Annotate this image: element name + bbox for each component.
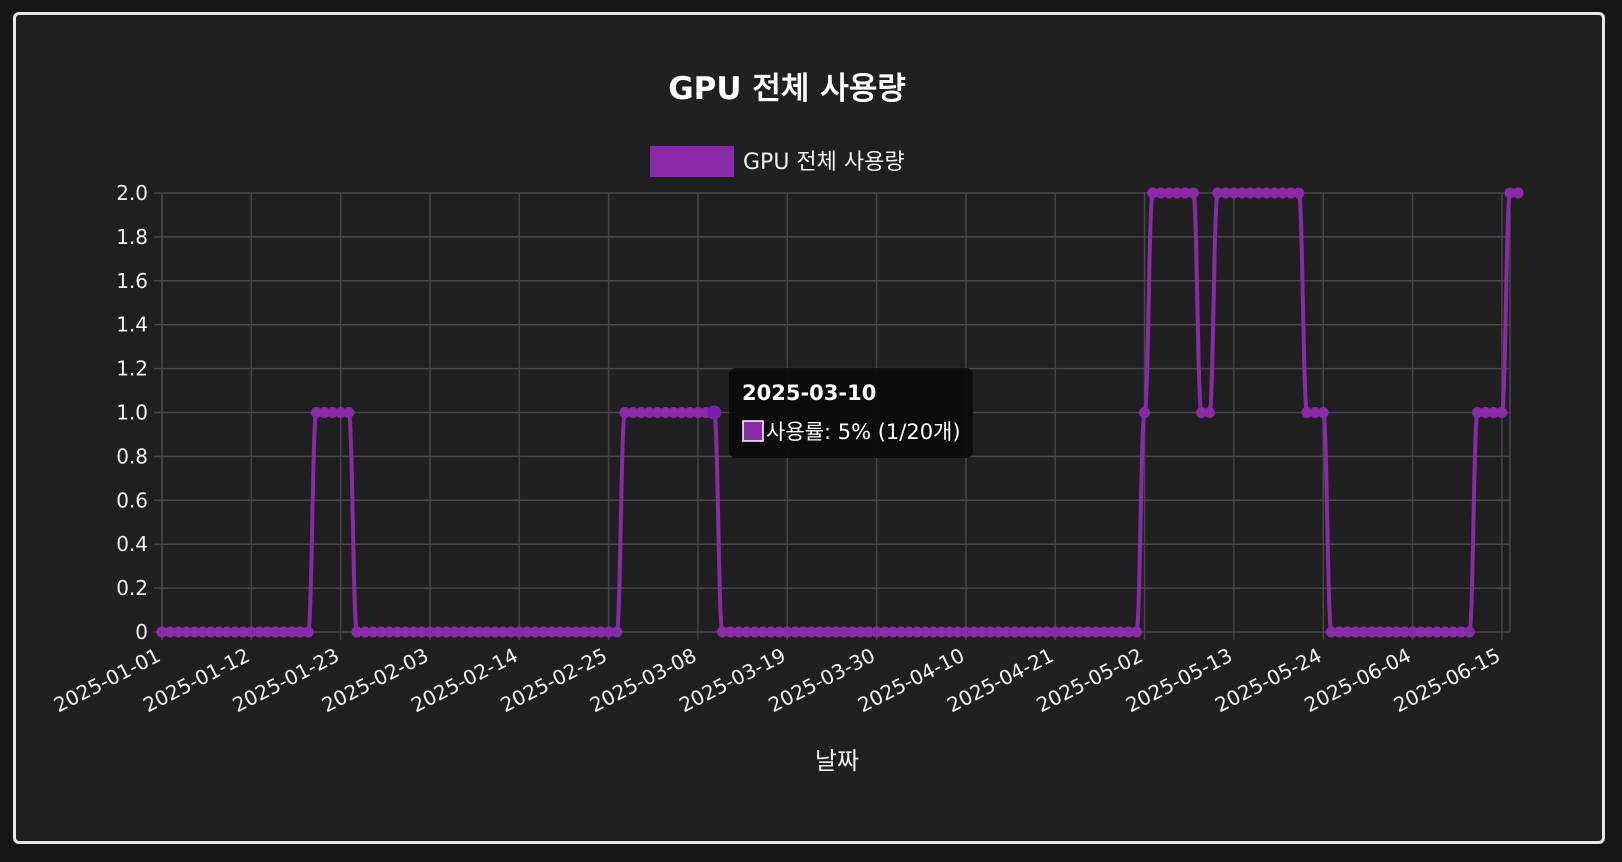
y-tick-label: 0.4 <box>116 532 148 556</box>
chart-canvas: GPU 전체 사용량 GPU 전체 사용량 0 0.2 0.4 0.6 0.8 1.0 1.… <box>16 15 1602 841</box>
tooltip: 2025-03-10 사용률: 5% (1/20개) <box>729 368 973 458</box>
y-tick-label: 0.6 <box>116 488 148 512</box>
data-point[interactable] <box>1496 407 1507 418</box>
chart-title: GPU 전체 사용량 <box>668 71 906 107</box>
x-axis-title: 날짜 <box>815 747 859 775</box>
y-tick-label: 1.0 <box>116 401 148 425</box>
data-point[interactable] <box>707 406 721 420</box>
y-tick-label: 1.8 <box>116 225 148 249</box>
data-point[interactable] <box>1188 188 1199 199</box>
legend[interactable]: GPU 전체 사용량 <box>650 146 905 177</box>
data-point[interactable] <box>1293 188 1304 199</box>
tooltip-date: 2025-03-10 <box>742 381 876 405</box>
legend-swatch[interactable] <box>650 146 734 177</box>
tooltip-swatch <box>743 421 763 441</box>
y-tick-label: 2.0 <box>116 181 148 205</box>
data-point[interactable] <box>1318 407 1329 418</box>
y-tick-label: 0 <box>135 620 148 644</box>
tooltip-value-label: 사용률: 5% (1/20개) <box>766 420 961 444</box>
data-point[interactable] <box>611 627 622 638</box>
y-tick-label: 0.2 <box>116 576 148 600</box>
y-tick-label: 1.4 <box>116 313 148 337</box>
data-point[interactable] <box>303 627 314 638</box>
y-tick-label: 0.8 <box>116 444 148 468</box>
y-tick-label: 1.6 <box>116 269 148 293</box>
data-point[interactable] <box>1204 407 1215 418</box>
y-axis-ticks: 0 0.2 0.4 0.6 0.8 1.0 1.2 1.4 1.6 1.8 2.0 <box>116 181 148 644</box>
chart-container: GPU 전체 사용량 GPU 전체 사용량 0 0.2 0.4 0.6 0.8 1.0 1.… <box>13 12 1605 844</box>
data-point[interactable] <box>1513 188 1524 199</box>
x-axis-ticks: 2025-01-012025-01-122025-01-232025-02-03… <box>50 643 1504 717</box>
data-point[interactable] <box>343 407 354 418</box>
data-point[interactable] <box>1464 627 1475 638</box>
legend-label[interactable]: GPU 전체 사용량 <box>743 150 905 175</box>
y-tick-label: 1.2 <box>116 357 148 381</box>
data-point[interactable] <box>1139 407 1150 418</box>
data-point[interactable] <box>1131 627 1142 638</box>
